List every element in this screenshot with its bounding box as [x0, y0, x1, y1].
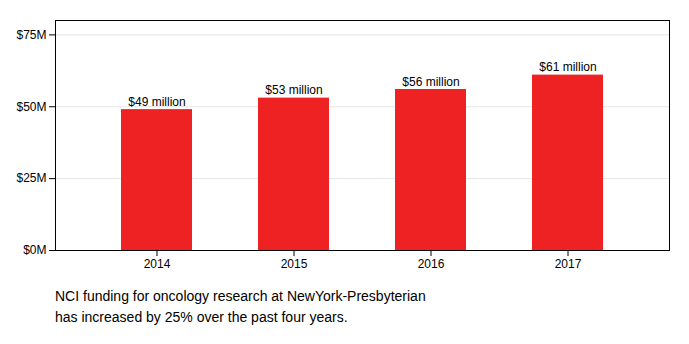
svg-text:$25M: $25M [16, 171, 46, 185]
svg-text:$61 million: $61 million [539, 60, 596, 74]
svg-text:2015: 2015 [281, 257, 308, 271]
svg-text:2014: 2014 [144, 257, 171, 271]
svg-text:$50M: $50M [16, 100, 46, 114]
svg-text:$49 million: $49 million [128, 95, 185, 109]
html-text:NCI funding for oncology resea: NCI funding for oncology research at New… [55, 288, 426, 325]
svg-text:$75M: $75M [16, 28, 46, 42]
svg-text:2017: 2017 [555, 257, 582, 271]
svg-text:2016: 2016 [418, 257, 445, 271]
svg-text:$53 million: $53 million [265, 83, 322, 97]
svg-text:$56 million: $56 million [402, 75, 459, 89]
svg-text:$0M: $0M [23, 243, 46, 257]
